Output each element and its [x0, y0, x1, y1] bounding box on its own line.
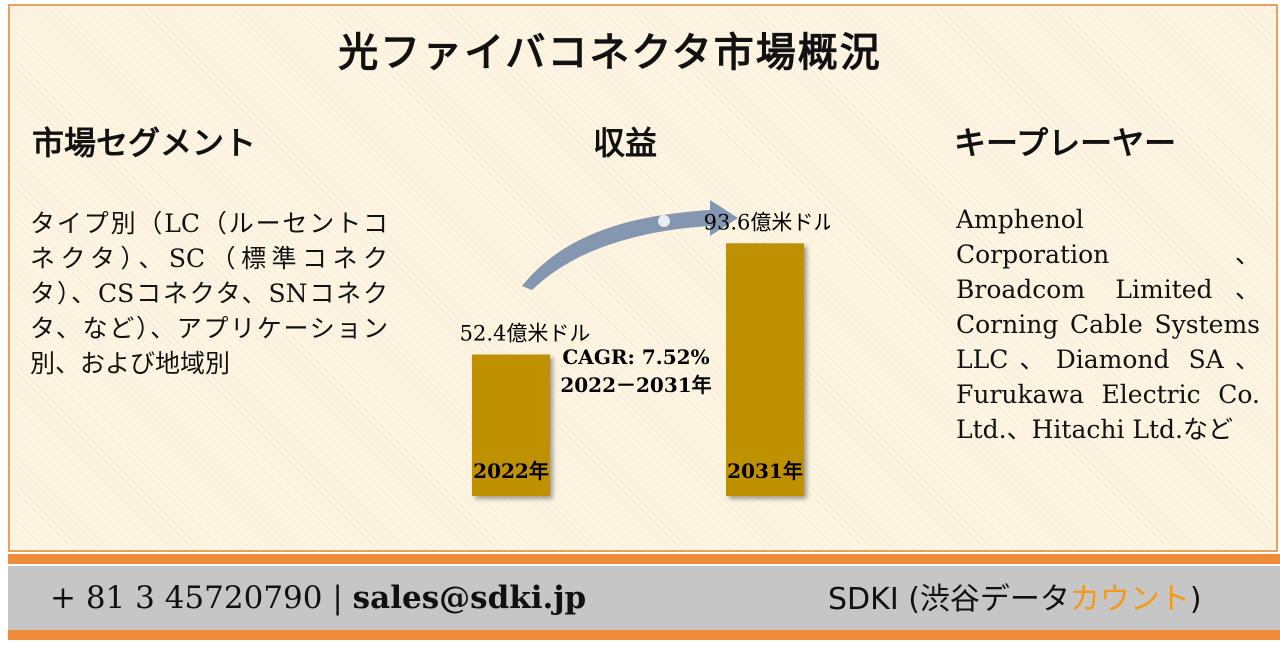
overview-panel: 光ファイバコネクタ市場概況 市場セグメント 収益 キープレーヤー タイプ別（LC… [8, 4, 1278, 552]
segments-heading: 市場セグメント [32, 124, 257, 162]
footer-bar: + 81 3 45720790 | sales@sdki.jp SDKI (渋谷… [8, 566, 1280, 630]
page-title: 光ファイバコネクタ市場概況 [338, 29, 882, 76]
cagr-period: 2022－2031年 [560, 373, 711, 397]
brand-suffix: ) [1189, 582, 1202, 617]
players-text: Amphenol Corporation、Broadcom Limited、Co… [956, 205, 1260, 444]
bar-2031年 [726, 243, 804, 496]
arrow-highlight-dot [658, 215, 670, 227]
phone-number: + 81 3 45720790 [50, 580, 323, 616]
contact-info: + 81 3 45720790 | sales@sdki.jp [50, 580, 586, 616]
players-heading: キープレーヤー [954, 124, 1177, 162]
bar-2022年 [472, 354, 550, 496]
brand-name: SDKI (渋谷データカウント) [828, 574, 1202, 618]
bar-value-label: 52.4億米ドル [460, 322, 591, 346]
email-link[interactable]: sales@sdki.jp [352, 580, 587, 616]
bar-value-label: 93.6億米ドル [704, 210, 830, 234]
cagr-label: CAGR: 7.52% [562, 345, 709, 369]
brand-accent: カウント [1069, 582, 1190, 617]
bar-category-label: 2022年 [473, 459, 549, 483]
contact-separator: | [332, 580, 343, 616]
brand-prefix: SDKI (渋谷データ [828, 582, 1070, 617]
growth-arrow [522, 200, 738, 290]
revenue-chart: 2022年 52.4億米ドル 2031年 93.6億米ドル CAGR: 7.52% 2… [460, 200, 830, 496]
revenue-heading: 収益 [592, 124, 657, 162]
bar-category-label: 2031年 [727, 459, 803, 483]
footer-bottom-stripe [8, 630, 1280, 640]
footer-top-stripe [8, 554, 1280, 564]
segments-text: タイプ別（LC（ルーセントコネクタ）、SC（標準コネクタ）、CSコネクタ、SNコ… [30, 209, 388, 378]
